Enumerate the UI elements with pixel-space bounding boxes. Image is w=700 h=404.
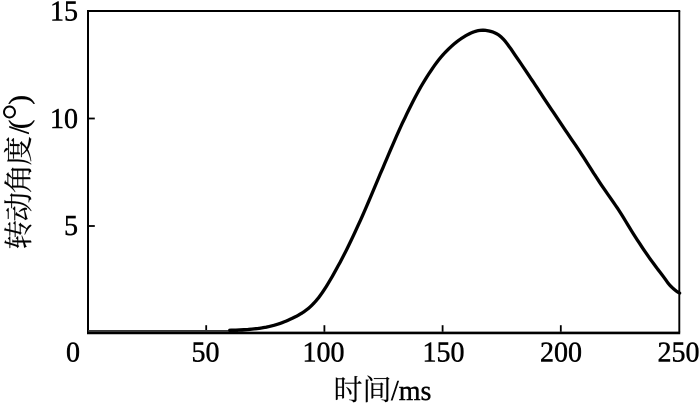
svg-text:(: ( — [5, 120, 36, 129]
svg-text:150: 150 — [423, 338, 465, 369]
svg-text:15: 15 — [50, 0, 78, 27]
svg-text:5: 5 — [64, 211, 78, 242]
svg-text:10: 10 — [50, 104, 78, 135]
svg-text:): ) — [5, 95, 36, 104]
svg-text:0: 0 — [66, 338, 80, 369]
svg-text:/ms: /ms — [391, 376, 431, 404]
svg-text:200: 200 — [540, 338, 582, 369]
svg-text:100: 100 — [303, 338, 345, 369]
svg-text:250: 250 — [658, 338, 700, 369]
svg-text:50: 50 — [192, 338, 220, 369]
svg-text:/: / — [5, 126, 36, 134]
